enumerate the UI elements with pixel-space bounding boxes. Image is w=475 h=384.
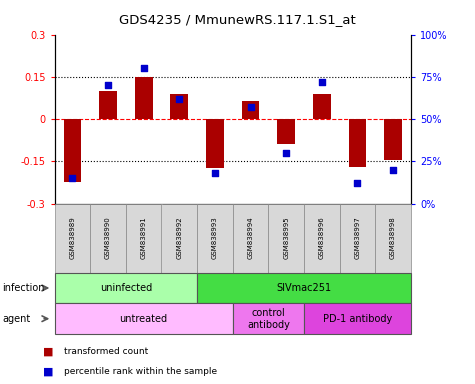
Text: GSM838991: GSM838991 <box>141 217 147 260</box>
Text: untreated: untreated <box>120 314 168 324</box>
Text: GSM838989: GSM838989 <box>69 217 76 260</box>
Point <box>353 180 361 186</box>
Bar <box>171 94 188 119</box>
Bar <box>384 119 402 160</box>
Text: GSM838997: GSM838997 <box>354 217 361 260</box>
Point <box>247 104 255 110</box>
Text: ■: ■ <box>43 346 53 356</box>
Text: agent: agent <box>2 314 30 324</box>
Point <box>68 175 76 181</box>
Text: control
antibody: control antibody <box>247 308 290 329</box>
Bar <box>313 94 331 119</box>
Bar <box>277 119 295 144</box>
Point <box>176 96 183 102</box>
Bar <box>242 101 259 119</box>
Text: percentile rank within the sample: percentile rank within the sample <box>64 367 217 376</box>
Text: infection: infection <box>2 283 45 293</box>
Point <box>318 79 326 85</box>
Text: GSM838994: GSM838994 <box>247 217 254 260</box>
Point <box>390 167 397 173</box>
Text: GSM838995: GSM838995 <box>283 217 289 260</box>
Point <box>140 65 147 71</box>
Text: GSM838990: GSM838990 <box>105 217 111 260</box>
Text: GDS4235 / MmunewRS.117.1.S1_at: GDS4235 / MmunewRS.117.1.S1_at <box>119 13 356 26</box>
Text: ■: ■ <box>43 366 53 376</box>
Point <box>282 150 290 156</box>
Bar <box>64 119 81 182</box>
Bar <box>349 119 366 167</box>
Text: PD-1 antibody: PD-1 antibody <box>323 314 392 324</box>
Bar <box>99 91 117 119</box>
Point <box>104 82 112 88</box>
Bar <box>135 77 152 119</box>
Text: SIVmac251: SIVmac251 <box>276 283 332 293</box>
Text: GSM838998: GSM838998 <box>390 217 396 260</box>
Point <box>211 170 218 176</box>
Text: uninfected: uninfected <box>100 283 152 293</box>
Text: GSM838992: GSM838992 <box>176 217 182 260</box>
Bar <box>206 119 224 168</box>
Text: GSM838996: GSM838996 <box>319 217 325 260</box>
Text: transformed count: transformed count <box>64 347 148 356</box>
Text: GSM838993: GSM838993 <box>212 217 218 260</box>
